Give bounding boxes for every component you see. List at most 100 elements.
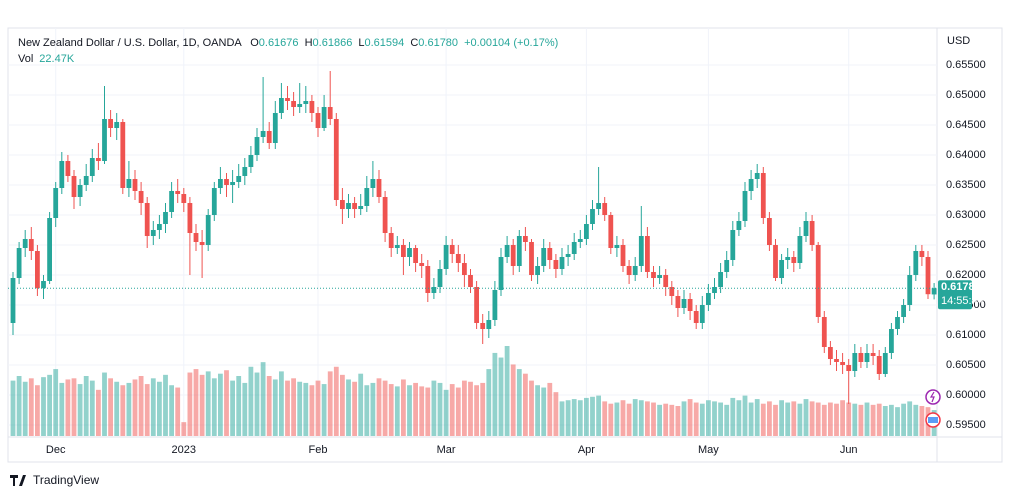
- volume-bar: [504, 346, 510, 436]
- candle-body: [693, 311, 699, 323]
- volume-bar: [468, 381, 473, 436]
- candle-body: [907, 275, 913, 305]
- candle-body: [169, 191, 174, 212]
- candle-body: [419, 263, 425, 266]
- candle-body: [340, 200, 345, 209]
- candle-body: [596, 203, 601, 209]
- candle-body: [16, 248, 22, 278]
- candle-body: [632, 266, 638, 275]
- volume-bar: [535, 385, 540, 436]
- volume-bar: [882, 406, 888, 436]
- candle-body: [157, 224, 162, 230]
- axes: 0.65500 0.65000 0.64500 0.64000 0.63500 0.630…: [46, 59, 986, 456]
- candle-body: [77, 185, 83, 197]
- volume-bar: [303, 382, 309, 436]
- candle-body: [266, 131, 272, 143]
- volume-bar: [547, 382, 553, 436]
- volume-bar: [852, 403, 858, 436]
- y-tick-label: 0.62000: [946, 269, 986, 281]
- candle-body: [65, 161, 71, 176]
- candle-body: [132, 179, 138, 191]
- candle-body: [541, 248, 547, 266]
- volume-bar: [492, 352, 498, 436]
- volume-bar: [358, 373, 364, 436]
- candle-body: [651, 272, 656, 278]
- candle-body: [614, 245, 620, 248]
- candle-body: [626, 266, 632, 275]
- candle-body: [687, 299, 693, 311]
- candle-body: [41, 281, 46, 289]
- volume-bar: [437, 382, 443, 436]
- volume-bar: [333, 366, 339, 436]
- volume-bar: [895, 407, 900, 436]
- candle-body: [767, 218, 772, 245]
- high-value: 0.61866: [313, 37, 353, 49]
- volume-bar: [565, 400, 571, 436]
- candle-body: [553, 260, 559, 269]
- volume-bar: [193, 369, 199, 436]
- candle-body: [590, 209, 595, 224]
- close-prefix: C: [410, 37, 418, 49]
- volume-bar: [236, 376, 242, 436]
- candle-body: [724, 260, 730, 272]
- volume-bar: [346, 379, 351, 436]
- candle-body: [889, 329, 894, 353]
- volume-bar: [163, 374, 168, 436]
- candle-body: [559, 257, 565, 269]
- flag-icon-fill: [928, 417, 938, 423]
- volume-bar: [486, 369, 492, 436]
- y-tick-label: 0.64500: [946, 119, 986, 131]
- volume-bar: [742, 395, 748, 436]
- volume-bar: [699, 403, 705, 436]
- volume-bar: [431, 380, 437, 436]
- volume-bar: [59, 382, 65, 436]
- candle-body: [291, 101, 296, 107]
- volume-bar: [364, 385, 370, 436]
- volume-bar: [449, 384, 455, 436]
- candle-body: [285, 98, 290, 101]
- candle-body: [224, 179, 229, 185]
- volume-bar: [724, 404, 730, 436]
- y-tick-label: 0.63500: [946, 179, 986, 191]
- volume-bar: [96, 389, 101, 436]
- candle-body: [431, 287, 437, 293]
- candle-body: [730, 230, 736, 260]
- brand-logo[interactable]: TradingView: [10, 473, 99, 487]
- volume-bar: [272, 379, 278, 436]
- volume-bar: [443, 389, 449, 436]
- volume-bar: [401, 379, 406, 436]
- volume-bar: [498, 357, 504, 436]
- candle-body: [83, 176, 89, 185]
- volume-bar: [10, 380, 16, 436]
- candle-body: [407, 248, 412, 257]
- x-tick-label: Jun: [840, 444, 858, 456]
- candle-body: [675, 296, 681, 308]
- volume-bar: [596, 395, 601, 436]
- candle-body: [895, 317, 900, 329]
- low-prefix: L: [358, 37, 364, 49]
- volume-bar: [382, 380, 388, 436]
- candle-body: [254, 137, 260, 155]
- volume-bar: [150, 378, 156, 436]
- volume-bar: [144, 384, 150, 436]
- candle-body: [199, 242, 205, 245]
- candle-body: [455, 254, 461, 263]
- volume-bar: [608, 403, 614, 436]
- volume-bar: [181, 422, 187, 436]
- candle-body: [394, 245, 400, 248]
- volume-pane: [10, 346, 937, 436]
- candle-body: [815, 245, 821, 317]
- candle-body: [346, 203, 351, 209]
- volume-bar: [797, 403, 803, 436]
- volume-bar: [821, 404, 827, 436]
- volume-bar: [120, 385, 126, 436]
- volume-bar: [108, 378, 113, 436]
- candle-body: [858, 353, 864, 362]
- volume-bar: [681, 401, 687, 436]
- candle-body: [828, 347, 833, 359]
- last-price-label: 0.61780: [941, 281, 981, 293]
- volume-bar: [754, 399, 760, 436]
- candle-body: [852, 353, 858, 371]
- volume-bar: [803, 399, 809, 436]
- candle-body: [35, 251, 40, 289]
